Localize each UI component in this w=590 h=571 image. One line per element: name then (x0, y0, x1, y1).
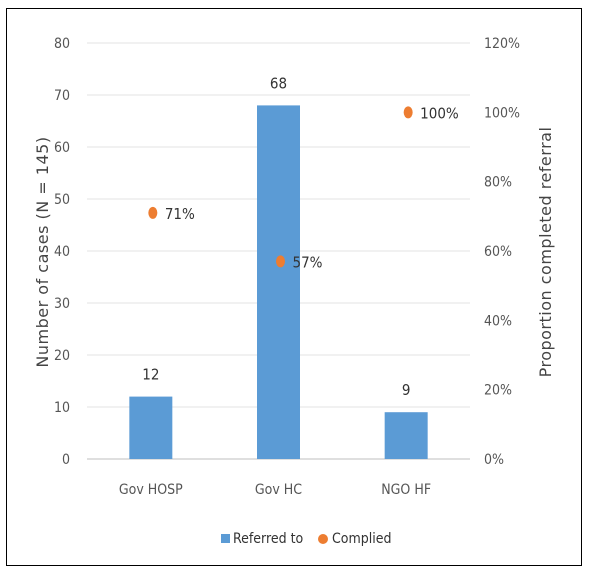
bar (257, 105, 300, 460)
bar-series: 12 68 9 (129, 74, 428, 460)
y-tick-label: 80 (54, 36, 70, 52)
y2-tick-label: 40% (484, 313, 512, 329)
point (276, 255, 285, 268)
bar-data-label: 68 (270, 74, 287, 92)
y-tick-label: 50 (54, 192, 70, 208)
y2-tick-label: 20% (484, 383, 512, 399)
y-tick-label: 70 (54, 88, 70, 104)
point (148, 206, 158, 219)
y2-tick-label: 0% (484, 452, 504, 468)
x-tick-label: Gov HC (255, 482, 302, 498)
legend-label-complied: Complied (332, 531, 392, 547)
y2-tick-label: 100% (484, 105, 520, 121)
y2-tick-label: 60% (484, 244, 512, 260)
bar (384, 412, 428, 459)
point-series: 71% 57% 100% (148, 104, 459, 271)
x-tick-label: Gov HOSP (119, 482, 183, 498)
legend-label-referred: Referred to (233, 531, 304, 547)
y-axis-title: Number of cases (N = 145) (33, 136, 52, 367)
y-tick-label: 10 (54, 400, 70, 416)
x-tick-label: NGO HF (381, 482, 431, 498)
point-data-label: 71% (165, 205, 195, 223)
category-axis-ticks: Gov HOSP Gov HC NGO HF (119, 482, 431, 498)
y-tick-label: 20 (54, 348, 70, 364)
left-axis-ticks: 0 10 20 30 40 50 60 70 80 (54, 36, 70, 468)
bar-data-label: 9 (402, 381, 411, 399)
y-tick-label: 30 (54, 296, 70, 312)
y-tick-label: 60 (54, 140, 70, 156)
legend: Referred to Complied (221, 531, 392, 547)
y-tick-label: 0 (62, 452, 70, 468)
y2-tick-label: 80% (484, 175, 512, 191)
point (403, 106, 413, 119)
bar (129, 396, 173, 459)
bar-data-label: 12 (142, 366, 159, 384)
point-data-label: 100% (420, 104, 459, 122)
right-axis-ticks: 0% 20% 40% 60% 80% 100% 120% (484, 36, 520, 468)
y-tick-label: 40 (54, 244, 70, 260)
y2-tick-label: 120% (484, 36, 520, 52)
point-data-label: 57% (293, 253, 323, 271)
y2-axis-title: Proportion completed referral (536, 127, 555, 378)
legend-swatch-referred (221, 534, 230, 543)
legend-swatch-complied (318, 534, 328, 544)
